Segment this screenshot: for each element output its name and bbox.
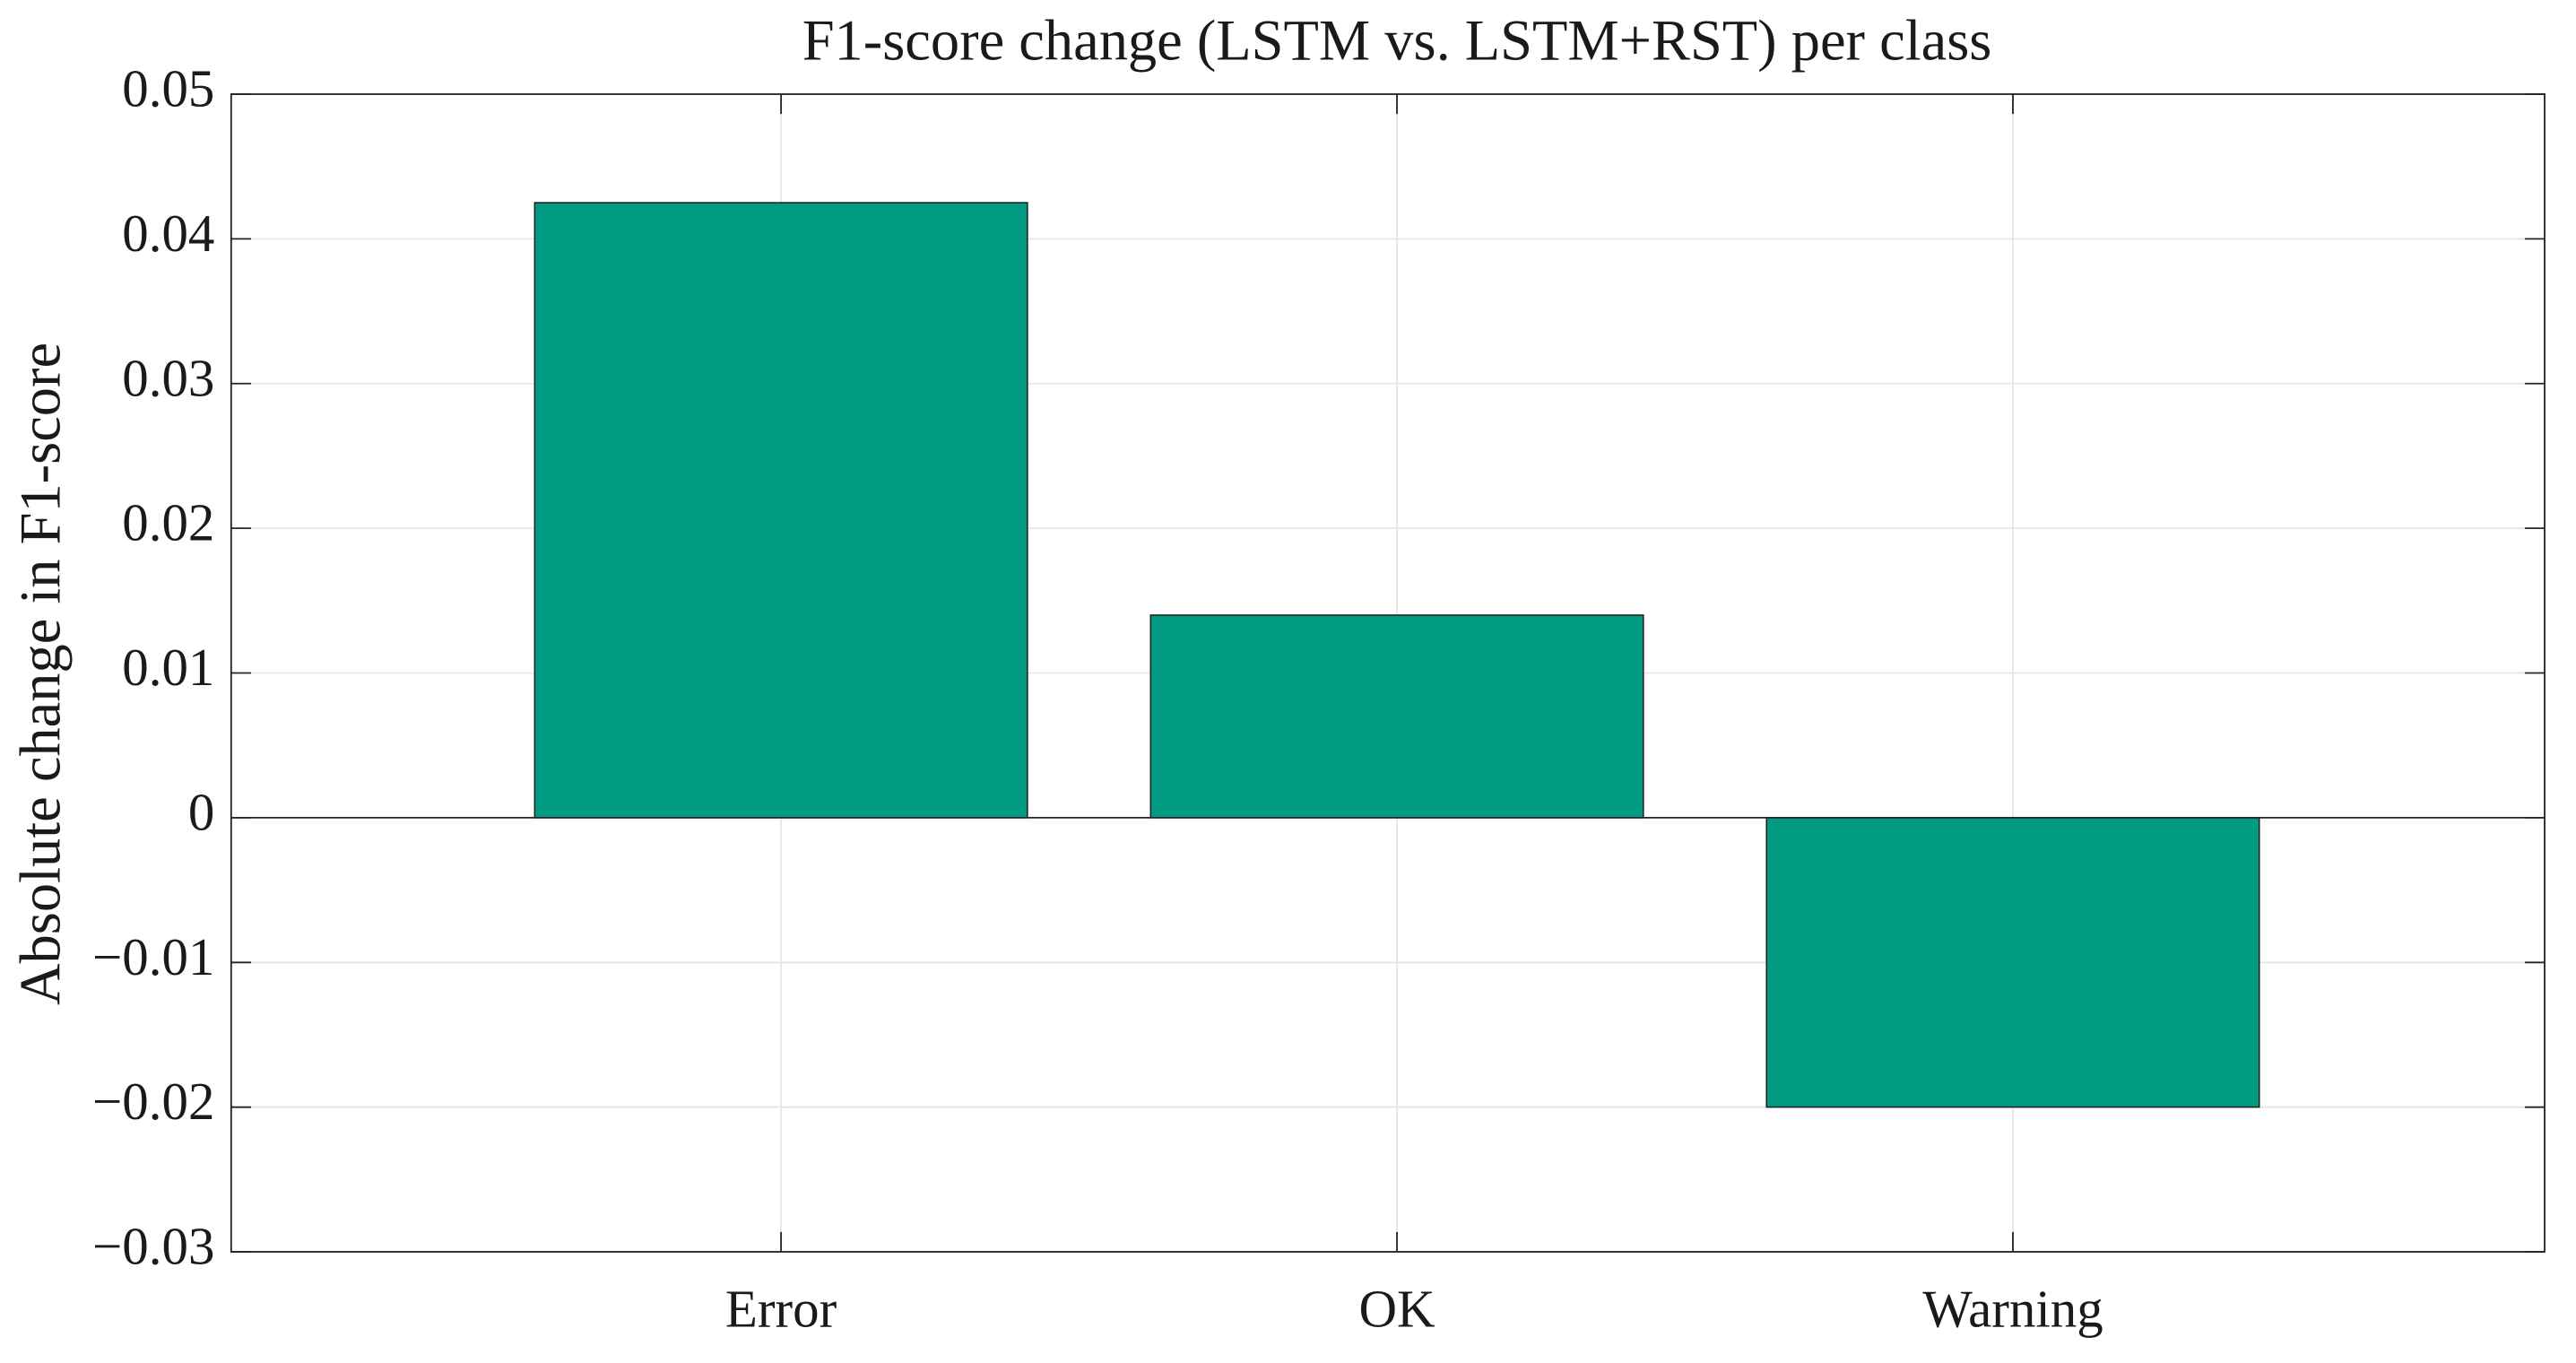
y-tick-label: 0.02 <box>122 493 214 552</box>
y-tick-label: −0.03 <box>92 1217 214 1276</box>
y-tick-label: 0.04 <box>122 204 214 263</box>
bar <box>533 202 1028 819</box>
y-tick-label: 0.05 <box>122 59 214 118</box>
y-tick-label: 0.01 <box>122 638 214 697</box>
y-tick-label: −0.02 <box>92 1072 214 1131</box>
bar <box>1765 817 2260 1108</box>
y-tick-label: 0.03 <box>122 348 214 407</box>
x-tick-label: OK <box>1358 1280 1435 1339</box>
y-tick-label: −0.01 <box>92 927 214 986</box>
bar <box>1149 614 1644 819</box>
y-axis-label: Absolute change in F1-score <box>8 343 72 1005</box>
y-tick-label: 0 <box>188 782 214 841</box>
x-tick-label: Error <box>725 1280 837 1339</box>
x-tick-label: Warning <box>1922 1280 2103 1339</box>
chart-title: F1-score change (LSTM vs. LSTM+RST) per … <box>802 8 1992 72</box>
axes-box <box>230 93 2546 1253</box>
